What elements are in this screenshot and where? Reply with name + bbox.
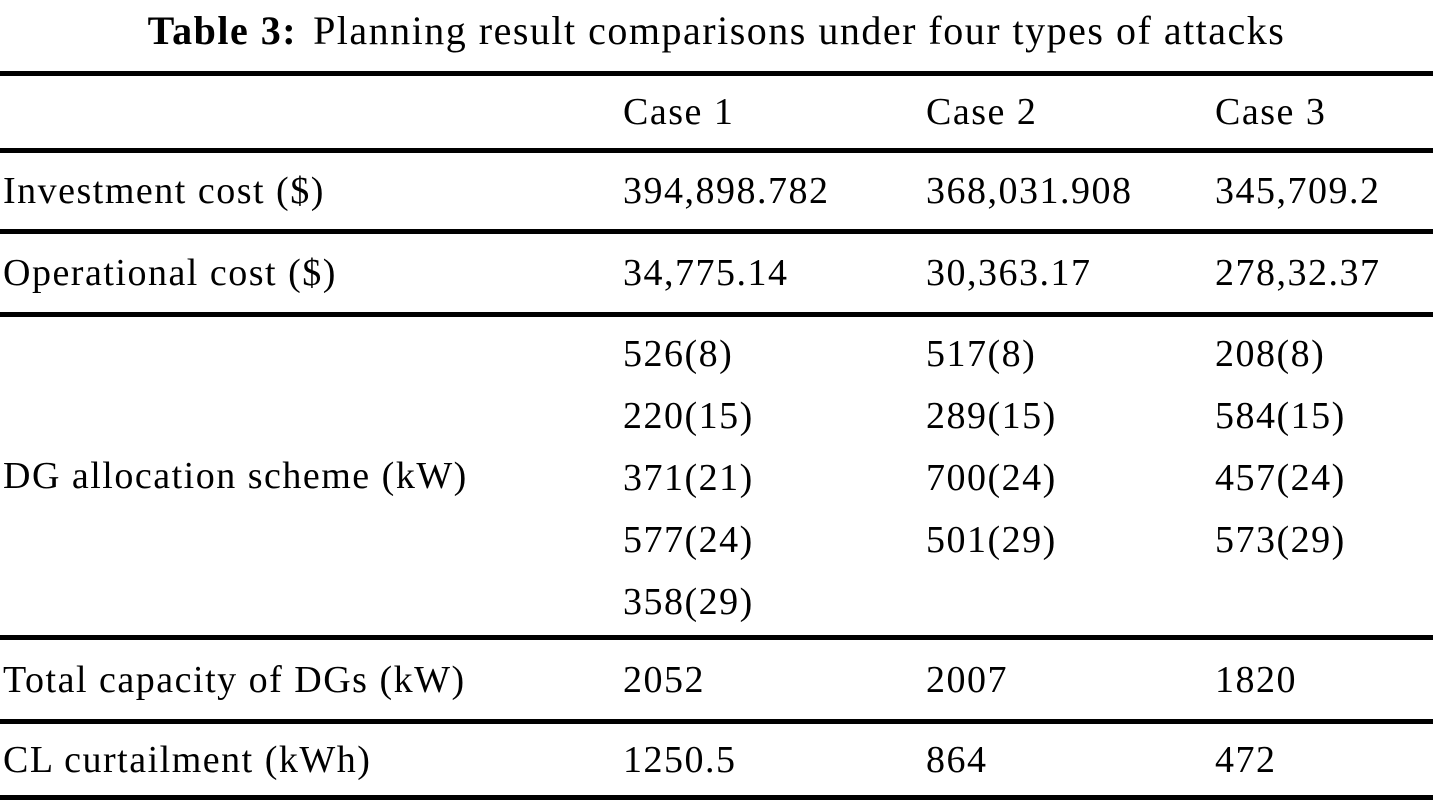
- value-cell-multiline: 517(8) 289(15) 700(24) 501(29): [923, 317, 1212, 635]
- value-cell: 1820: [1215, 658, 1297, 701]
- table-row-cl-curtailment: CL curtailment (kWh) 1250.5 864 472: [0, 719, 1433, 795]
- row-label: Operational cost ($): [3, 252, 337, 294]
- dg-allocation-entry: 501(29): [926, 519, 1057, 561]
- planning-results-table: Case 1 Case 2 Case 3 Investment cost ($)…: [0, 71, 1433, 800]
- value-cell: 472: [1215, 738, 1277, 781]
- value-cell-multiline: 526(8) 220(15) 371(21) 577(24) 358(29): [620, 317, 923, 635]
- value-cell: 864: [926, 738, 988, 781]
- table-caption-text: Planning result comparisons under four t…: [313, 8, 1286, 53]
- table-row-dg-allocation: DG allocation scheme (kW) 526(8) 220(15)…: [0, 312, 1433, 635]
- header-cell-case3: Case 3: [1215, 91, 1327, 133]
- header-cell-case2: Case 2: [926, 91, 1038, 133]
- dg-allocation-entry: 700(24): [926, 457, 1057, 499]
- dg-allocation-entry: 358(29): [623, 581, 754, 623]
- value-cell: 394,898.782: [623, 170, 830, 212]
- dg-allocation-entry: 208(8): [1215, 333, 1326, 375]
- dg-allocation-entry: 577(24): [623, 519, 754, 561]
- value-cell-multiline: 208(8) 584(15) 457(24) 573(29): [1212, 317, 1433, 635]
- value-cell: 34,775.14: [623, 252, 789, 294]
- dg-allocation-entry: 457(24): [1215, 457, 1346, 499]
- dg-allocation-entry: 289(15): [926, 395, 1057, 437]
- header-cell-case1: Case 1: [623, 91, 735, 133]
- row-label: Total capacity of DGs (kW): [3, 658, 466, 701]
- table-header-row: Case 1 Case 2 Case 3: [0, 71, 1433, 148]
- value-cell: 1250.5: [623, 738, 737, 781]
- dg-allocation-entry: 371(21): [623, 457, 754, 499]
- value-cell: 368,031.908: [926, 170, 1133, 212]
- table-row-total-capacity: Total capacity of DGs (kW) 2052 2007 182…: [0, 635, 1433, 719]
- table-caption: Table 3: Planning result comparisons und…: [0, 0, 1433, 71]
- value-cell: 30,363.17: [926, 252, 1092, 294]
- value-cell: 278,32.37: [1215, 252, 1381, 294]
- row-label: Investment cost ($): [3, 170, 325, 212]
- dg-allocation-entry: 584(15): [1215, 395, 1346, 437]
- dg-allocation-entry: 573(29): [1215, 519, 1346, 561]
- dg-allocation-entry: 220(15): [623, 395, 754, 437]
- table-row-operational-cost: Operational cost ($) 34,775.14 30,363.17…: [0, 229, 1433, 312]
- dg-allocation-entry: 526(8): [623, 333, 734, 375]
- value-cell: 2007: [926, 658, 1008, 701]
- dg-allocation-entry: 517(8): [926, 333, 1037, 375]
- value-cell: 345,709.2: [1215, 170, 1381, 212]
- value-cell: 2052: [623, 658, 705, 701]
- table-row-investment-cost: Investment cost ($) 394,898.782 368,031.…: [0, 148, 1433, 229]
- row-label: CL curtailment (kWh): [3, 738, 372, 781]
- row-label: DG allocation scheme (kW): [3, 455, 468, 497]
- table-caption-label: Table 3:: [147, 8, 298, 53]
